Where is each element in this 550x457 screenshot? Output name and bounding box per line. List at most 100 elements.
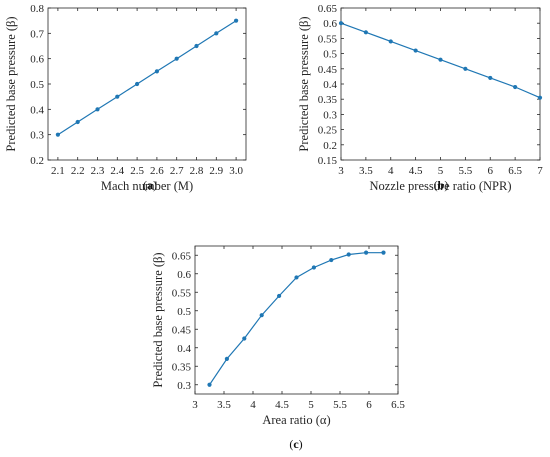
y-tick-label: 0.2 xyxy=(323,140,337,152)
x-tick-label: 3.0 xyxy=(229,165,243,177)
x-tick-label: 2.4 xyxy=(110,165,124,177)
y-tick-label: 0.4 xyxy=(177,343,191,355)
y-tick-label: 0.6 xyxy=(323,18,337,30)
chart-panel-b: 3 3.5 4 4.5 5 5.5 6 6.5 7 0.15 0.2 0.25 0.3 0.35 0.4 0.… xyxy=(297,3,543,193)
x-tick-label: 6 xyxy=(366,399,372,411)
y-tick-label: 0.4 xyxy=(30,104,44,116)
x-tick-label: 4.5 xyxy=(409,165,423,177)
data-point xyxy=(381,250,386,255)
caption-paren-close: ) xyxy=(153,178,157,192)
data-point xyxy=(329,257,334,263)
y-axis-label: Predicted base pressure (β) xyxy=(4,16,18,151)
data-point xyxy=(55,132,61,137)
x-tick-label: 4 xyxy=(388,165,394,177)
x-tick-label: 2.5 xyxy=(130,165,144,177)
x-tick-label: 2.9 xyxy=(209,165,223,177)
x-tick-label: 3 xyxy=(338,165,344,177)
data-point xyxy=(513,84,518,90)
x-tick-label: 5 xyxy=(308,399,314,411)
data-point xyxy=(413,48,418,53)
x-tick-label: 4.5 xyxy=(275,399,289,411)
y-tick-label: 0.5 xyxy=(323,49,337,61)
y-tick-label: 0.5 xyxy=(30,79,44,91)
data-point xyxy=(154,69,159,74)
data-point xyxy=(75,119,80,125)
caption-paren-open: ( xyxy=(289,437,293,451)
data-point xyxy=(115,94,120,99)
y-tick-label: 0.55 xyxy=(172,287,192,299)
x-tick-label: 3.5 xyxy=(359,165,373,177)
data-point xyxy=(214,31,219,36)
y-tick-label: 0.4 xyxy=(323,79,337,91)
panel-caption: (b) xyxy=(434,178,449,192)
x-tick-label: 3.5 xyxy=(217,399,231,411)
y-axis-label: Predicted base pressure (β) xyxy=(297,16,311,151)
axes-box xyxy=(194,245,399,395)
data-point xyxy=(338,21,344,26)
data-point xyxy=(463,66,468,71)
x-tick-label: 6.5 xyxy=(391,399,405,411)
y-tick-label: 0.3 xyxy=(177,380,191,392)
y-tick-label: 0.5 xyxy=(177,306,191,318)
x-axis-label: Mach number (M) xyxy=(101,179,193,193)
y-tick-label: 0.3 xyxy=(323,109,337,121)
data-point xyxy=(537,95,543,100)
data-point xyxy=(135,81,140,87)
y-tick-label: 0.45 xyxy=(172,324,192,336)
data-point xyxy=(311,265,316,270)
x-tick-label: 3 xyxy=(192,399,198,411)
data-point xyxy=(242,336,247,341)
y-tick-label: 0.65 xyxy=(318,3,338,15)
x-tick-label: 2.7 xyxy=(170,165,184,177)
chart-panel-c: 3 3.5 4 4.5 5 5.5 6 6.5 0.3 0.35 0.4 0.45 0.5 0.55 0.6… xyxy=(151,245,405,451)
x-tick-label: 5 xyxy=(438,165,444,177)
data-point xyxy=(207,382,212,387)
data-point xyxy=(364,250,369,255)
x-axis-label: Area ratio (α) xyxy=(262,413,330,427)
x-tick-label: 2.8 xyxy=(190,165,204,177)
y-tick-label: 0.3 xyxy=(30,130,44,142)
x-tick-label: 6 xyxy=(488,165,494,177)
data-point xyxy=(294,275,299,280)
data-point xyxy=(95,107,100,112)
y-tick-label: 0.8 xyxy=(30,3,44,15)
chart-panel-a: 2.1 2.2 2.3 2.4 2.5 2.6 2.7 2.8 2.9 3.0 0.2 0.3 0.4 0… xyxy=(4,3,247,193)
x-tick-label: 2.3 xyxy=(91,165,105,177)
x-tick-label: 4 xyxy=(250,399,256,411)
x-axis-label: Nozzle pressure ratio (NPR) xyxy=(370,179,512,193)
y-tick-label: 0.65 xyxy=(172,250,192,262)
data-point xyxy=(388,39,393,44)
caption-paren-open: ( xyxy=(143,178,147,192)
x-tick-label: 7 xyxy=(537,165,543,177)
x-tick-label: 2.6 xyxy=(150,165,164,177)
data-point xyxy=(488,75,493,81)
data-point xyxy=(224,356,229,361)
y-tick-label: 0.2 xyxy=(30,155,44,167)
caption-paren-close: ) xyxy=(444,178,448,192)
axes-box xyxy=(340,7,541,161)
caption-letter: c xyxy=(293,437,299,451)
x-tick-label: 5.5 xyxy=(459,165,473,177)
caption-letter: a xyxy=(147,178,153,192)
y-tick-label: 0.6 xyxy=(177,269,191,281)
data-point xyxy=(438,57,443,62)
x-tick-label: 2.2 xyxy=(71,165,85,177)
data-point xyxy=(346,252,351,257)
y-tick-label: 0.7 xyxy=(30,28,44,40)
data-point xyxy=(194,43,199,49)
series-line xyxy=(209,252,384,386)
data-point xyxy=(174,56,179,61)
y-tick-label: 0.45 xyxy=(318,64,338,76)
data-point xyxy=(363,30,368,35)
x-tick-label: 5.5 xyxy=(333,399,347,411)
data-point xyxy=(234,18,239,23)
series-line xyxy=(57,20,237,136)
caption-letter: b xyxy=(438,178,445,192)
y-tick-label: 0.6 xyxy=(30,54,44,66)
x-tick-label: 2.1 xyxy=(51,165,65,177)
data-point xyxy=(277,293,282,299)
y-tick-label: 0.15 xyxy=(318,155,338,167)
y-tick-label: 0.25 xyxy=(318,125,338,137)
x-tick-label: 6.5 xyxy=(508,165,522,177)
